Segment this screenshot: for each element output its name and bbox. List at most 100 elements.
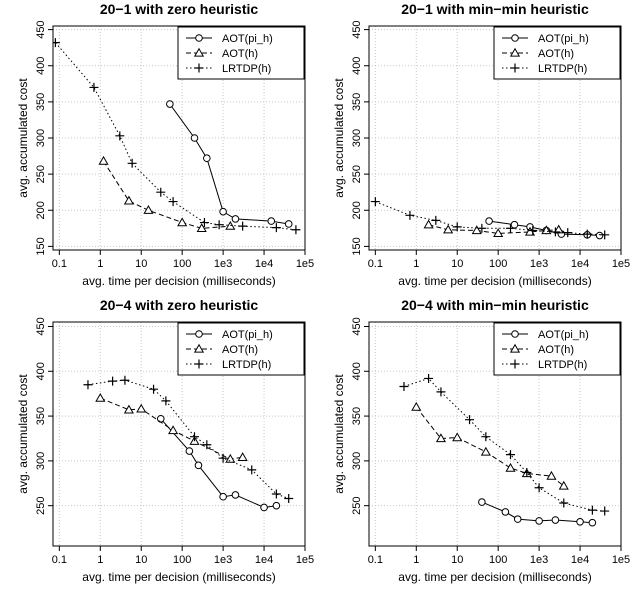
x-tick-label: 1e3: [530, 258, 548, 270]
legend-marker: [509, 47, 521, 57]
data-point: [399, 382, 409, 392]
legend: AOT(pi_h) AOT(h) LRTDP(h): [493, 322, 621, 376]
data-point: [424, 373, 434, 383]
legend-label: LRTDP(h): [538, 63, 587, 75]
data-point: [588, 518, 597, 527]
y-tick-label: 450: [351, 20, 363, 38]
y-tick-label: 350: [351, 407, 363, 425]
x-tick-label: 1e5: [612, 258, 630, 270]
x-tick-label: 100: [173, 554, 191, 566]
data-point: [237, 452, 248, 461]
series-AOT(h): [98, 155, 236, 232]
data-point: [108, 376, 118, 386]
data-point: [185, 447, 194, 455]
series-line: [403, 377, 605, 512]
legend: AOT(pi_h) AOT(h) LRTDP(h): [177, 322, 305, 376]
x-tick-label: 0.1: [52, 258, 67, 270]
data-point: [435, 433, 446, 443]
series-line: [169, 103, 289, 225]
data-point: [558, 480, 569, 490]
x-axis-label: avg. time per decision (milliseconds): [82, 570, 275, 584]
x-tick-label: 1e5: [612, 554, 630, 566]
data-point: [443, 224, 454, 234]
data-point: [493, 228, 504, 238]
data-point: [267, 217, 276, 225]
data-point: [510, 220, 519, 229]
x-tick-label: 10: [451, 554, 463, 566]
series-line: [87, 379, 289, 499]
x-tick-label: 100: [489, 258, 507, 270]
series-AOT(pi_h): [478, 498, 597, 527]
x-axis-label: avg. time per decision (milliseconds): [82, 274, 275, 288]
series-AOT(pi_h): [156, 414, 281, 512]
data-point: [600, 506, 610, 516]
data-point: [576, 518, 584, 526]
data-point: [214, 220, 224, 230]
series-LRTDP(h): [53, 38, 301, 235]
data-point: [452, 432, 463, 442]
y-tick-label: 350: [351, 93, 363, 111]
data-point: [231, 491, 240, 499]
y-tick-label: 200: [35, 201, 47, 219]
series-LRTDP(h): [399, 373, 610, 516]
data-point: [465, 415, 475, 425]
data-point: [123, 404, 134, 414]
panel-20-1-zero-heuristic: 20−1 with zero heuristic 0.1 1 10 100 1e3 1e4 1…: [16, 1, 314, 288]
legend-label: AOT(h): [538, 48, 574, 60]
data-point: [535, 517, 543, 525]
data-point: [284, 494, 294, 504]
data-point: [559, 498, 569, 508]
data-point: [190, 134, 199, 142]
data-point: [98, 155, 109, 165]
legend-marker: [193, 47, 205, 57]
y-axis-label: avg. accumulated cost: [16, 374, 30, 494]
data-point: [120, 375, 130, 385]
data-point: [505, 223, 515, 233]
data-point: [436, 387, 446, 397]
panel-20-1-min-min-heuristic: 20−1 with min−min heuristic 0.1 1 10 100 1e3 1…: [332, 1, 630, 288]
legend-label: LRTDP(h): [222, 63, 271, 75]
data-point: [166, 100, 174, 108]
panel-20-4-min-min-heuristic: 20−4 with min−min heuristic 0.1 1 10 100 1e3 1…: [332, 297, 630, 584]
x-tick-label: 10: [451, 258, 463, 270]
legend-label: AOT(pi_h): [538, 329, 589, 341]
data-point: [501, 508, 510, 516]
x-tick-label: 1e3: [214, 258, 232, 270]
legend-label: LRTDP(h): [222, 359, 271, 371]
x-axis-label: avg. time per decision (milliseconds): [398, 274, 591, 288]
y-tick-label: 300: [35, 129, 47, 147]
data-point: [189, 432, 199, 442]
x-axis-label: avg. time per decision (milliseconds): [398, 570, 591, 584]
y-axis-label: avg. accumulated cost: [332, 78, 346, 198]
panel-title: 20−1 with zero heuristic: [100, 1, 259, 17]
legend-marker: [195, 330, 203, 338]
legend-marker: [193, 343, 205, 353]
data-point: [587, 505, 597, 515]
y-tick-label: 400: [351, 362, 363, 380]
data-point: [89, 82, 99, 92]
y-tick-label: 250: [35, 497, 47, 515]
data-point: [411, 401, 422, 411]
data-point: [563, 228, 573, 238]
data-point: [260, 503, 268, 512]
panel-title: 20−1 with min−min heuristic: [401, 1, 589, 17]
x-tick-label: 100: [173, 258, 191, 270]
data-point: [83, 380, 93, 390]
data-point: [168, 197, 178, 207]
data-point: [271, 489, 281, 499]
data-point: [272, 501, 281, 510]
legend-marker: [509, 343, 521, 353]
x-tick-label: 0.1: [52, 554, 67, 566]
data-point: [477, 223, 487, 233]
panel-title: 20−4 with min−min heuristic: [401, 297, 589, 313]
panel-title: 20−4 with zero heuristic: [100, 297, 259, 313]
data-point: [452, 222, 462, 232]
data-point: [551, 516, 560, 524]
y-tick-label: 250: [351, 165, 363, 183]
data-point: [546, 470, 557, 480]
legend-label: AOT(pi_h): [222, 33, 273, 45]
legend-marker: [194, 359, 204, 369]
data-point: [238, 221, 248, 231]
data-point: [53, 38, 60, 48]
